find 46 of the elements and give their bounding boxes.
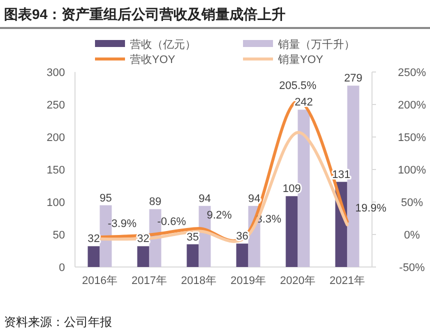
- x-tick-label: 2019年: [230, 275, 266, 287]
- data-label: 89: [149, 196, 162, 208]
- bar: [137, 246, 150, 267]
- data-label: 94: [248, 192, 260, 205]
- bar: [236, 244, 248, 267]
- y-tick-label: 100: [46, 197, 65, 209]
- legend-label: 销量YOY: [277, 54, 324, 66]
- y-tick-label: 150: [46, 164, 65, 176]
- data-label: 95: [100, 192, 112, 204]
- data-label: 32: [88, 233, 100, 246]
- x-tick-label: 2016年: [82, 275, 118, 287]
- chart-title: 图表94：资产重组后公司营收及销量成倍上升: [4, 6, 286, 22]
- y2-tick-label: -50%: [399, 262, 426, 274]
- data-label: 94: [198, 192, 211, 205]
- y-tick-label: 50: [52, 230, 65, 242]
- data-label: 19.9%: [355, 202, 387, 215]
- bar: [286, 196, 298, 267]
- x-tick-label: 2020年: [280, 275, 316, 287]
- y2-tick-label: 0%: [404, 230, 420, 242]
- y-tick-label: 300: [46, 67, 65, 79]
- y2-tick-label: 100%: [398, 164, 426, 176]
- data-label: 32: [137, 233, 150, 246]
- legend-label: 销量（万千升）: [277, 38, 355, 51]
- data-label: 9.2%: [206, 210, 232, 222]
- y-tick-label: 0: [58, 262, 65, 274]
- x-tick-label: 2021年: [330, 275, 365, 287]
- y-tick-label: 200: [46, 132, 65, 144]
- data-label: 205.5%: [279, 80, 317, 92]
- y2-tick-label: 250%: [398, 67, 426, 79]
- data-label: 35: [186, 231, 199, 244]
- data-label: -0.6%: [157, 216, 186, 228]
- text: 资料来源：公司年报: [4, 315, 112, 329]
- y2-tick-label: 200%: [398, 100, 426, 112]
- y-tick-label: 250: [46, 100, 65, 112]
- y2-tick-label: 50%: [400, 197, 424, 209]
- bar: [186, 244, 199, 267]
- bar: [88, 246, 100, 267]
- data-label: 109: [282, 183, 301, 196]
- x-tick-label: 2017年: [132, 275, 167, 287]
- x-tick-label: 2018年: [181, 275, 216, 287]
- data-label: 36: [236, 230, 248, 243]
- data-label: 279: [344, 72, 362, 85]
- y2-tick-label: 150%: [398, 132, 426, 144]
- legend-label: 营收（亿元）: [130, 38, 196, 51]
- data-label: -3.9%: [108, 218, 137, 230]
- legend-label: 营收YOY: [130, 53, 176, 66]
